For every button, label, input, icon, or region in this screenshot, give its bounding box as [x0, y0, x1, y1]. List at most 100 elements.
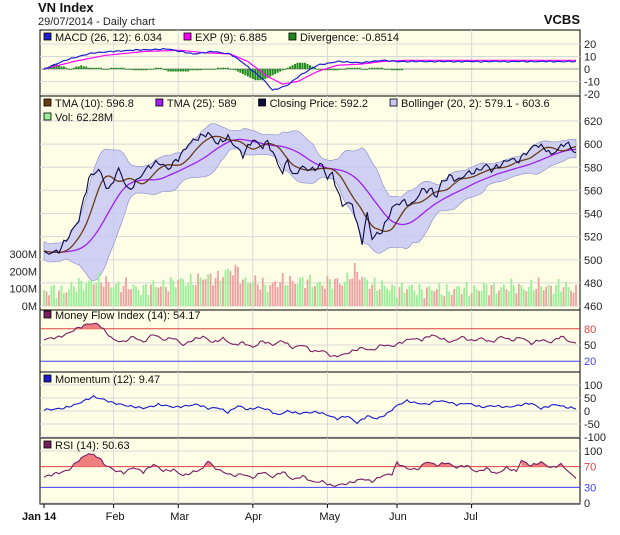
volume-bar — [333, 278, 336, 306]
volume-bar — [503, 284, 505, 306]
volume-bar — [445, 284, 448, 306]
volume-bar — [286, 285, 289, 306]
volume-bar — [485, 284, 488, 306]
volume-bar — [289, 275, 292, 306]
volume-bar — [348, 279, 351, 306]
volume-bar — [149, 284, 152, 306]
volume-bar — [353, 263, 356, 306]
volume-bar — [127, 289, 130, 306]
macd-signal-line — [43, 49, 576, 85]
volume-bar — [75, 291, 78, 306]
volume-bar — [383, 285, 386, 306]
volume-bar — [135, 286, 137, 306]
volume-bar — [152, 280, 155, 306]
rsi-axis-ticks: 100 70 30 0 — [584, 446, 602, 510]
axis-tick-label: 0 — [584, 498, 590, 510]
mfi-grid — [40, 310, 580, 372]
closing-price-line — [43, 131, 577, 255]
volume-bar — [525, 291, 528, 306]
divergence-bar — [269, 69, 272, 77]
volume-bar — [440, 294, 443, 306]
volume-bar — [351, 278, 354, 306]
divergence-bar — [164, 69, 167, 71]
volume-bar — [378, 289, 381, 306]
divergence-bar — [112, 67, 115, 69]
divergence-bar — [289, 66, 292, 69]
mfi-axis-ticks: 80 50 20 — [584, 324, 596, 368]
volume-bar — [463, 287, 466, 306]
axis-tick-label: -50 — [584, 419, 600, 431]
volume-bar — [448, 291, 451, 306]
divergence-bar — [209, 69, 212, 70]
volume-bar — [478, 290, 480, 306]
axis-tick-label: 20 — [584, 356, 596, 368]
axis-tick-label: 500 — [584, 255, 602, 267]
volume-bar — [224, 270, 227, 306]
volume-bar — [62, 292, 65, 306]
momentum-legend: Momentum (12): 9.47 — [43, 374, 160, 386]
volume-bar — [510, 278, 513, 306]
volume-bar — [43, 290, 45, 306]
volume-bar — [189, 273, 192, 306]
divergence-bar — [363, 69, 366, 70]
divergence-bar — [386, 69, 389, 70]
volume-bar — [371, 284, 374, 306]
divergence-bar — [142, 69, 145, 71]
axis-tick-label: 560 — [584, 185, 602, 197]
volume-bar — [356, 271, 359, 306]
volume-bar — [515, 293, 518, 306]
volume-bar — [430, 290, 433, 306]
volume-bar — [217, 270, 219, 306]
axis-tick-label: 0M — [22, 301, 37, 313]
volume-bar — [130, 289, 132, 306]
divergence-bar — [75, 66, 78, 69]
volume-bar — [219, 280, 222, 306]
divergence-bar — [333, 69, 336, 71]
divergence-bar — [398, 69, 401, 71]
volume-bar — [473, 285, 475, 306]
divergence-bar — [204, 69, 207, 70]
volume-bar — [376, 290, 379, 306]
divergence-bar — [212, 69, 215, 70]
legend-label: Vol: 62.28M — [55, 112, 113, 124]
volume-bar — [309, 274, 311, 306]
legend-label: RSI (14): 50.63 — [55, 440, 130, 452]
divergence-bar — [219, 67, 222, 69]
bollinger-band — [43, 123, 577, 281]
divergence-bar — [184, 69, 187, 72]
volume-bar — [204, 279, 207, 306]
divergence-bar — [127, 69, 130, 70]
legend-label: Closing Price: 592.2 — [270, 98, 368, 110]
volume-bar — [179, 278, 182, 306]
volume-bar — [269, 285, 272, 306]
axis-tick-label: 80 — [584, 324, 596, 336]
volume-bar — [162, 280, 165, 306]
divergence-bar — [115, 67, 118, 69]
mfi-overbought-fill — [76, 323, 107, 329]
volume-bar — [271, 282, 274, 306]
volume-bar — [85, 283, 88, 306]
volume-bar — [483, 282, 485, 306]
volume-bar — [346, 272, 349, 306]
price-panel: TMA (10): 596.8 TMA (25): 589 Closing Pric… — [9, 95, 602, 313]
divergence-bar — [366, 69, 369, 70]
divergence-bar — [316, 69, 319, 70]
divergence-bar — [341, 69, 344, 70]
volume-bar — [284, 285, 287, 306]
axis-tick-label: 0 — [584, 406, 590, 418]
volume-bar — [256, 284, 259, 306]
divergence-bar — [192, 69, 195, 71]
axis-tick-label: 200M — [9, 266, 37, 278]
volume-bar — [557, 279, 560, 306]
divergence-bar — [306, 64, 309, 69]
divergence-bar — [383, 69, 386, 70]
divergence-bar — [159, 67, 162, 69]
volume-bar — [192, 284, 195, 306]
volume-bar — [48, 295, 50, 306]
divergence-bar — [388, 69, 391, 70]
divergence-bar — [221, 67, 224, 69]
divergence-bar — [326, 69, 329, 71]
